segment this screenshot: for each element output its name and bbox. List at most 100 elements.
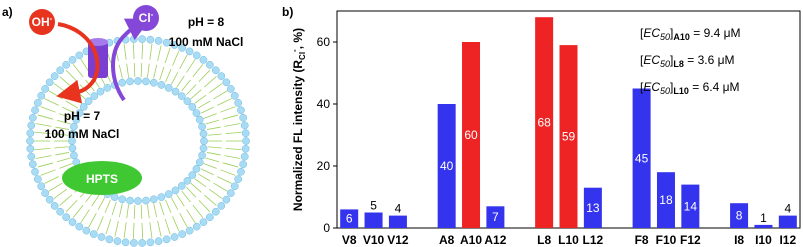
bar xyxy=(388,215,407,228)
lipid-tail xyxy=(53,83,68,94)
lipid-tail xyxy=(140,63,143,78)
lipid-tail xyxy=(126,204,130,219)
lipid-head xyxy=(72,115,81,124)
panel-label: a) xyxy=(2,5,13,19)
annotation: [EC50]A10 = 9.4 μM xyxy=(640,26,741,42)
lipid-tail xyxy=(153,203,158,218)
lipid-head xyxy=(70,122,78,131)
lipid-tail xyxy=(207,146,222,149)
lipid-head xyxy=(142,77,150,86)
lipid-tail xyxy=(222,114,239,120)
ion-charge: - xyxy=(151,10,154,19)
lipid-tail xyxy=(37,162,54,168)
lipid-head xyxy=(171,186,180,195)
annotation: [EC50]L10 = 6.4 μM xyxy=(640,80,740,96)
dye xyxy=(62,161,142,195)
lipid-head xyxy=(26,144,35,153)
lipid-head xyxy=(192,109,201,117)
ion-name: OH xyxy=(32,15,50,29)
lipid-head xyxy=(234,99,243,107)
lipid-head xyxy=(62,61,70,69)
x-tick-label: A10 xyxy=(460,233,482,247)
lipid-head xyxy=(26,137,34,145)
lipid-head xyxy=(26,129,35,138)
lipid-head xyxy=(192,51,201,60)
x-tick-label: L12 xyxy=(583,233,604,247)
lipid-head xyxy=(178,230,187,238)
lipid-head xyxy=(188,171,197,179)
inside-ph: pH = 7 xyxy=(64,109,101,123)
lipid-tail xyxy=(159,201,165,216)
lipid-head xyxy=(239,113,248,122)
lipid-head xyxy=(149,195,158,204)
lipid-head xyxy=(199,144,208,153)
lipid-tail xyxy=(55,152,70,156)
lipid-head xyxy=(130,35,138,43)
annotation-name: EC xyxy=(643,26,660,40)
lipid-head xyxy=(164,84,173,92)
lipid-tail xyxy=(157,45,162,62)
value-label: 18 xyxy=(659,193,673,207)
lipid-head xyxy=(33,99,42,107)
lipid-head xyxy=(170,233,179,241)
lipid-tail xyxy=(176,75,185,88)
lipid-tail xyxy=(200,168,214,176)
lipid-head xyxy=(237,106,245,115)
annotation-target: L10 xyxy=(673,86,689,96)
lipid-tail xyxy=(40,106,56,113)
value-label: 1 xyxy=(760,211,767,225)
lipid-head xyxy=(138,239,146,247)
lipid-head xyxy=(237,167,245,176)
ion-label: Cl- xyxy=(139,10,154,25)
lipid-tail xyxy=(225,131,242,135)
lipid-tail xyxy=(54,133,69,136)
lipid-tail xyxy=(48,182,63,192)
bar xyxy=(462,42,481,228)
lipid-head xyxy=(105,235,114,244)
ion-arrow xyxy=(111,18,151,102)
lipid-head xyxy=(45,195,54,204)
y-label-end: , %) xyxy=(291,28,305,49)
lipid-head xyxy=(79,103,88,111)
lipid-head xyxy=(103,84,112,92)
lipid-head xyxy=(222,78,231,87)
lipid-head xyxy=(154,37,163,45)
lipid-tail xyxy=(56,119,71,125)
lipid-tail xyxy=(34,131,51,135)
value-label: 4 xyxy=(395,202,402,216)
annotation-target: L8 xyxy=(673,59,684,69)
x-tick-label: V12 xyxy=(387,233,409,247)
lipid-tail xyxy=(140,204,143,219)
value-label: 14 xyxy=(684,199,698,213)
lipid-tail xyxy=(186,186,197,198)
lipid-head xyxy=(188,103,197,111)
lipid-head xyxy=(157,193,166,201)
lipid-tail xyxy=(59,76,72,88)
lipid-tail xyxy=(206,126,221,130)
lipid-tail xyxy=(65,199,78,213)
lipid-tail xyxy=(164,47,171,64)
lipid-head xyxy=(149,78,158,87)
lipid-tail xyxy=(35,155,52,159)
lipid-head xyxy=(37,182,46,191)
lipid-tail xyxy=(59,194,72,206)
lipid-head xyxy=(226,85,235,93)
lipid-tail xyxy=(222,162,239,168)
outside-salt: 100 mM NaCl xyxy=(169,35,244,49)
y-tick-label: 60 xyxy=(317,35,331,49)
lipid-head xyxy=(239,160,248,169)
bar xyxy=(778,215,797,228)
x-tick-label: L8 xyxy=(537,233,551,247)
lipid-head xyxy=(130,239,138,247)
y-tick-label: 20 xyxy=(317,159,331,173)
value-label: 5 xyxy=(370,199,377,213)
annotation-close: ] xyxy=(670,26,673,40)
x-tick-label: A12 xyxy=(484,233,506,247)
lipid-tail xyxy=(126,63,130,78)
lipid-tail xyxy=(69,94,82,104)
ion-charge: - xyxy=(50,14,53,23)
lipid-tail xyxy=(97,197,106,210)
lipid-head xyxy=(199,56,208,64)
lipid-head xyxy=(33,175,42,183)
